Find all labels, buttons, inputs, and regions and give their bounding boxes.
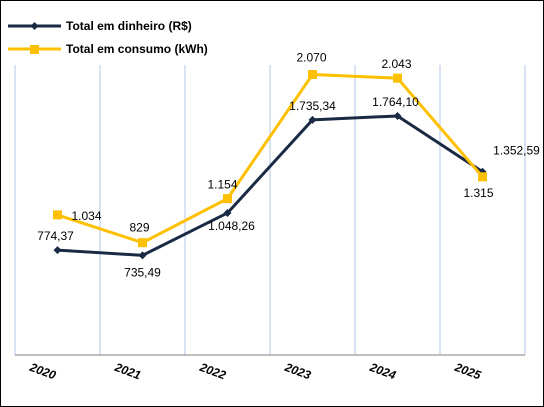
x-tick-label: 2024 [367, 360, 398, 383]
data-label-consumption: 1.315 [463, 186, 493, 200]
data-label-consumption: 1.034 [71, 209, 101, 223]
x-tick-label: 2023 [282, 360, 313, 383]
data-labels: 774,37 735,49 1.048,26 1.735,34 1.764,10 1.35… [37, 51, 540, 280]
point-marker-consumption [393, 73, 402, 83]
series-lines [53, 70, 487, 260]
gridlines [14, 65, 526, 355]
data-label-money: 1.048,26 [208, 219, 255, 233]
legend-item-money: Total em dinheiro (R$) [8, 19, 192, 33]
series-line-consumption [57, 73, 484, 245]
data-label-consumption: 2.043 [381, 57, 411, 71]
data-label-money: 774,37 [37, 229, 74, 243]
point-marker-consumption [53, 210, 62, 220]
point-marker-money [223, 208, 232, 217]
point-marker-consumption [308, 70, 317, 80]
data-label-consumption: 2.070 [296, 51, 326, 65]
x-tick-label: 2025 [452, 360, 483, 383]
point-marker-consumption [223, 194, 232, 204]
point-marker-money [308, 115, 317, 124]
data-label-money: 1.735,34 [289, 99, 336, 113]
data-label-money: 735,49 [124, 265, 161, 279]
x-tick-label: 2020 [27, 360, 58, 383]
legend: Total em dinheiro (R$) Total em consumo … [8, 19, 208, 56]
point-marker-consumption [138, 238, 147, 248]
x-tick-label: 2022 [197, 360, 228, 383]
data-label-consumption: 1.154 [207, 178, 237, 192]
point-marker-consumption [478, 172, 487, 182]
legend-marker-money [30, 22, 39, 30]
x-tick-label: 2021 [112, 360, 143, 383]
point-marker-money [393, 111, 402, 120]
legend-marker-consumption [30, 45, 39, 54]
legend-item-consumption: Total em consumo (kWh) [8, 42, 208, 56]
point-marker-money [138, 251, 147, 260]
x-axis-ticks: 2020 2021 2022 2023 2024 2025 [27, 360, 483, 383]
legend-label-money: Total em dinheiro (R$) [66, 19, 192, 33]
data-label-money: 1.764,10 [372, 95, 419, 109]
data-label-money: 1.352,59 [493, 144, 540, 158]
point-marker-money [53, 246, 62, 255]
data-label-consumption: 829 [129, 221, 149, 235]
legend-label-consumption: Total em consumo (kWh) [66, 42, 208, 56]
series-line-money [57, 114, 484, 257]
